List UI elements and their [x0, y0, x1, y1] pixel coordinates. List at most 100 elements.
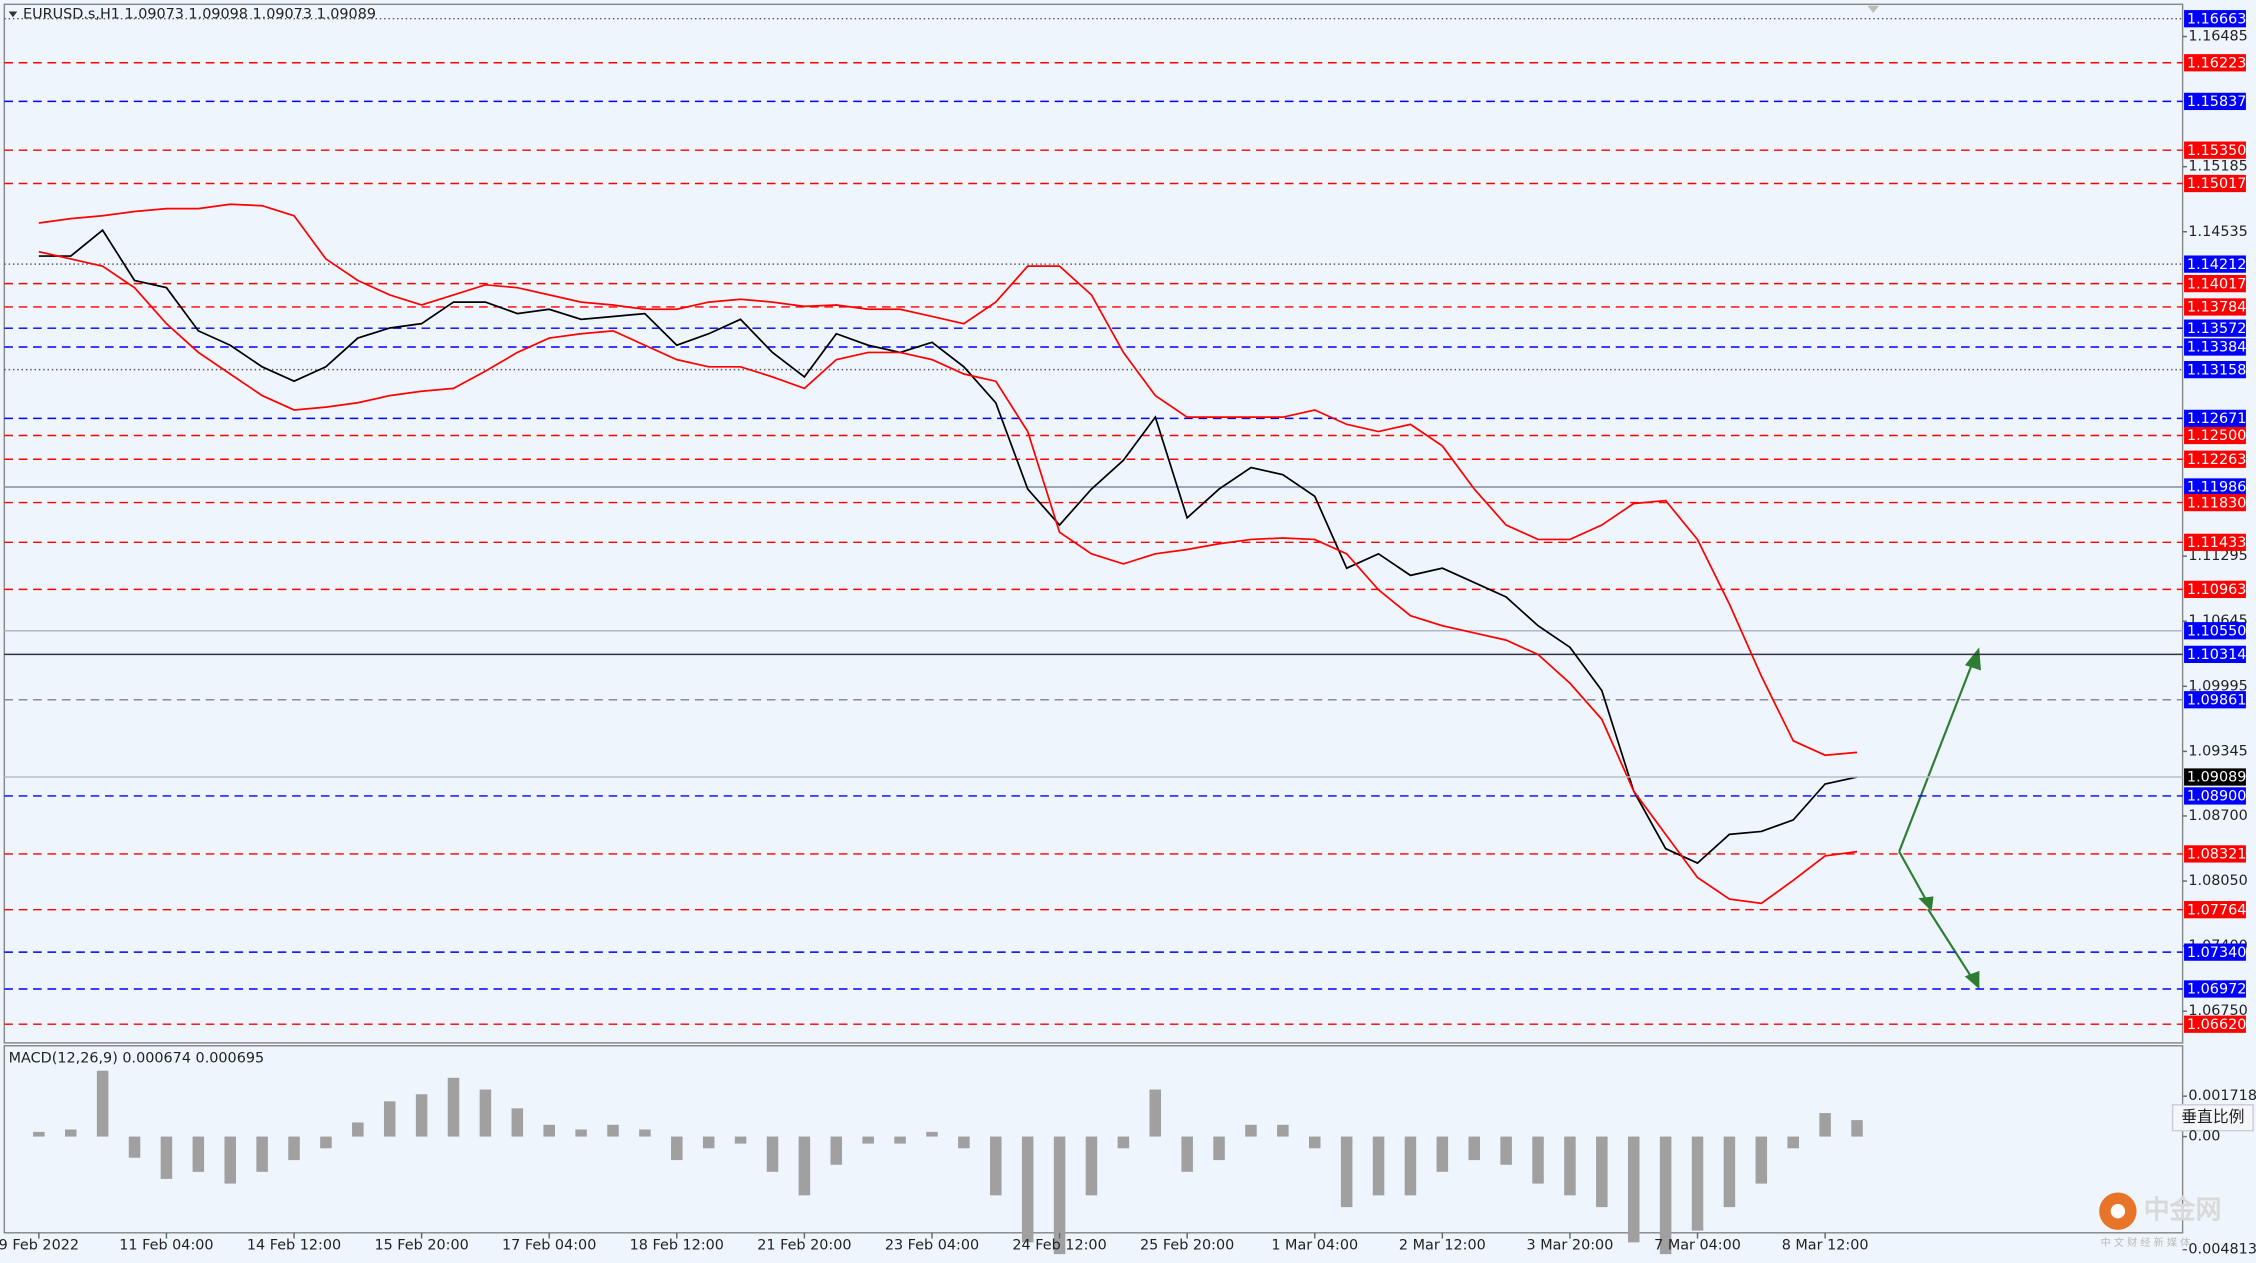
- level-label-box: [2184, 426, 2246, 445]
- level-label-box: [2184, 901, 2246, 919]
- macd-bar: [1085, 1136, 1098, 1196]
- macd-bar: [1723, 1136, 1736, 1208]
- level-label-box: [2184, 622, 2246, 640]
- macd-header: MACD(12,26,9) 0.000674 0.000695: [9, 1051, 265, 1067]
- logo-text: 中金网: [2144, 1195, 2222, 1226]
- x-tick-label: 3 Mar 20:00: [1527, 1238, 1614, 1254]
- level-label: 1.10314: [2187, 647, 2246, 663]
- level-label: 1.15350: [2187, 143, 2246, 159]
- macd-bar: [1245, 1124, 1257, 1137]
- macd-bar: [1532, 1136, 1544, 1184]
- x-tick-label: 1 Mar 04:00: [1271, 1238, 1358, 1254]
- level-label-box: [2184, 298, 2246, 316]
- logo: 中金网 中 文 财 经 新 媒 体: [2099, 1192, 2222, 1249]
- level-label-box: [2184, 845, 2246, 863]
- macd-bar: [96, 1070, 109, 1137]
- macd-bar: [1213, 1136, 1225, 1161]
- x-tick-label: 18 Feb 12:00: [630, 1238, 724, 1254]
- y-tick-label: 1.09995: [2188, 678, 2247, 694]
- level-label: 1.11986: [2187, 480, 2246, 496]
- level-label: 1.10550: [2187, 623, 2246, 639]
- y-tick-label: 1.14535: [2188, 224, 2247, 240]
- macd-bar: [64, 1129, 77, 1137]
- level-label: 1.12263: [2187, 452, 2246, 468]
- level-label: 1.13572: [2187, 321, 2246, 337]
- macd-bar: [1468, 1136, 1480, 1161]
- x-tick-label: 14 Feb 12:00: [247, 1238, 341, 1254]
- x-tick-label: 7 Mar 04:00: [1654, 1238, 1741, 1254]
- level-label-box: [2184, 493, 2246, 512]
- macd-bar: [671, 1136, 683, 1161]
- x-tick-label: 11 Feb 04:00: [119, 1238, 213, 1254]
- level-label-box: [2184, 787, 2246, 805]
- macd-bar: [383, 1101, 396, 1137]
- macd-bar: [160, 1136, 173, 1179]
- y-tick-label: 1.09345: [2188, 743, 2247, 759]
- forecast-arrows: [1898, 647, 1981, 990]
- macd-bar: [33, 1131, 45, 1137]
- macd-bar: [1691, 1136, 1704, 1231]
- macd-bar: [1787, 1136, 1799, 1149]
- price-panel: [3, 3, 2184, 1044]
- arrow-head: [1964, 970, 1980, 990]
- logo-icon-inner: [2110, 1204, 2126, 1219]
- x-tick-label: 2 Mar 12:00: [1399, 1238, 1486, 1254]
- level-label-box: [2184, 1015, 2246, 1033]
- macd-bar: [734, 1136, 747, 1144]
- level-label-box: [2184, 338, 2246, 356]
- macd-bar: [639, 1129, 651, 1137]
- level-label-box: [2184, 274, 2246, 293]
- macd-bar: [128, 1136, 141, 1158]
- level-label-box: [2184, 580, 2246, 599]
- arrow-down: [1927, 908, 1975, 982]
- macd-bar: [702, 1136, 715, 1149]
- level-label: 1.14017: [2187, 276, 2246, 292]
- x-tick-label: 25 Feb 20:00: [1140, 1238, 1234, 1254]
- price-line: [38, 228, 1858, 865]
- macd-bar: [1596, 1136, 1608, 1208]
- level-label-box: [2184, 141, 2246, 159]
- macd-bar: [1851, 1120, 1863, 1137]
- level-label-box: [2184, 533, 2246, 551]
- x-tick-label: 8 Mar 12:00: [1782, 1238, 1869, 1254]
- macd-tick-label: 0.001718: [2188, 1088, 2256, 1104]
- level-label-box: [2184, 54, 2246, 72]
- level-label-box: [2184, 478, 2246, 496]
- macd-bar: [830, 1136, 843, 1165]
- button-label[interactable]: 垂直比例: [2181, 1107, 2244, 1126]
- level-label-box: [2184, 255, 2246, 273]
- menu-triangle: [8, 11, 18, 18]
- macd-bar: [224, 1136, 236, 1184]
- y-tick-label: 1.06750: [2188, 1003, 2247, 1019]
- current-price-label-box: [2184, 768, 2246, 786]
- button-box[interactable]: [2171, 1104, 2254, 1132]
- level-label: 1.06972: [2187, 982, 2246, 998]
- level-label: 1.16663: [2187, 11, 2246, 27]
- x-tick-label: 17 Feb 04:00: [502, 1238, 596, 1254]
- level-label: 1.16223: [2187, 55, 2246, 71]
- vertical-scale-button[interactable]: 垂直比例: [2171, 1104, 2254, 1132]
- macd-bar: [766, 1136, 779, 1172]
- level-label-box: [2184, 92, 2246, 111]
- macd-bar: [1755, 1136, 1768, 1184]
- macd-bar: [479, 1089, 492, 1137]
- macd-bar: [288, 1136, 300, 1161]
- macd-bar: [447, 1077, 460, 1137]
- macd-bar: [1277, 1124, 1289, 1137]
- level-label: 1.07340: [2187, 945, 2246, 961]
- level-label: 1.08900: [2187, 789, 2246, 805]
- level-label: 1.06620: [2187, 1017, 2246, 1033]
- macd-bar: [1819, 1113, 1831, 1137]
- macd-bar: [511, 1108, 524, 1137]
- level-label-box: [2184, 691, 2246, 709]
- macd-bar: [607, 1124, 619, 1137]
- price-line: [38, 250, 1858, 905]
- macd-bar: [862, 1136, 874, 1144]
- y-tick-label: 1.11295: [2188, 548, 2247, 564]
- level-label: 1.13158: [2187, 362, 2246, 378]
- level-label: 1.15017: [2187, 176, 2246, 192]
- symbol-header: EURUSD.s,H1 1.09073 1.09098 1.09073 1.09…: [23, 6, 376, 22]
- level-label: 1.11830: [2187, 495, 2246, 511]
